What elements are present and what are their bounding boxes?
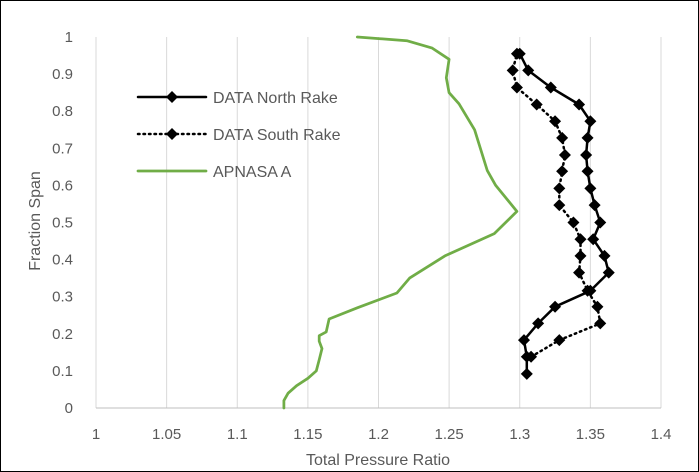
x-tick-label: 1 xyxy=(92,426,100,443)
data-point xyxy=(602,266,615,279)
series-group xyxy=(282,35,615,410)
legend-entry-1: DATA North Rake xyxy=(136,90,338,107)
y-tick-label: 0.1 xyxy=(52,363,73,380)
data-point xyxy=(598,249,611,262)
legend: DATA North Rake DATA South Rake APNASA A xyxy=(136,90,341,181)
data-point xyxy=(594,317,607,330)
data-point xyxy=(574,249,587,262)
x-tick-label: 1.05 xyxy=(152,426,181,443)
data-point xyxy=(558,148,571,161)
y-axis-title: Fraction Span xyxy=(27,171,44,271)
y-tick-label: 0.9 xyxy=(52,66,73,83)
series-3 xyxy=(282,35,519,410)
y-tick-label: 0.2 xyxy=(52,326,73,343)
data-point xyxy=(556,131,569,144)
y-tick-label: 0.7 xyxy=(52,140,73,157)
gridlines xyxy=(95,37,662,408)
data-point xyxy=(549,300,562,313)
data-point xyxy=(549,115,562,128)
data-point xyxy=(594,216,607,229)
data-point xyxy=(553,199,566,212)
series-line xyxy=(282,35,519,410)
legend-label: DATA North Rake xyxy=(213,90,338,107)
x-tick-label: 1.15 xyxy=(293,426,322,443)
axes: 1 1.05 1.1 1.15 1.2 1.25 1.3 1.35 1.4 0 0.1 0.2 0.3 0… xyxy=(52,29,671,443)
x-tick-label: 1.3 xyxy=(509,426,530,443)
data-point xyxy=(520,367,533,380)
data-point xyxy=(584,115,597,128)
data-point xyxy=(573,98,586,111)
y-tick-label: 0.5 xyxy=(52,215,73,232)
legend-marker xyxy=(166,91,178,103)
legend-label: DATA South Rake xyxy=(213,127,341,144)
x-tick-label: 1.4 xyxy=(651,426,672,443)
y-tick-label: 0.4 xyxy=(52,252,73,269)
legend-entry-3: APNASA A xyxy=(136,164,292,181)
legend-marker xyxy=(166,128,178,140)
data-point xyxy=(525,350,538,363)
x-tick-label: 1.2 xyxy=(368,426,389,443)
x-axis-title: Total Pressure Ratio xyxy=(306,452,450,469)
data-point xyxy=(506,64,519,77)
data-point xyxy=(522,64,535,77)
y-tick-label: 0.6 xyxy=(52,177,73,194)
x-tick-label: 1.25 xyxy=(435,426,464,443)
y-tick-label: 0 xyxy=(65,400,73,417)
data-point xyxy=(553,334,566,347)
data-point xyxy=(510,47,523,60)
data-point xyxy=(588,199,601,212)
data-point xyxy=(567,216,580,229)
data-point xyxy=(573,266,586,279)
y-tick-label: 1 xyxy=(65,29,73,46)
data-point xyxy=(574,233,587,246)
data-point xyxy=(581,284,594,297)
data-point xyxy=(556,165,569,178)
y-tick-label: 0.3 xyxy=(52,289,73,306)
data-point xyxy=(580,148,593,161)
data-point xyxy=(581,131,594,144)
data-point xyxy=(553,182,566,195)
data-point xyxy=(544,81,557,94)
x-tick-label: 1.35 xyxy=(576,426,605,443)
data-point xyxy=(532,317,545,330)
data-point xyxy=(510,81,523,94)
legend-entry-2: DATA South Rake xyxy=(136,127,341,144)
data-point xyxy=(584,182,597,195)
data-point xyxy=(591,300,604,313)
y-tick-label: 0.8 xyxy=(52,103,73,120)
legend-label: APNASA A xyxy=(213,164,292,181)
data-point xyxy=(587,233,600,246)
x-tick-label: 1.1 xyxy=(227,426,248,443)
data-point xyxy=(530,98,543,111)
data-point xyxy=(517,334,530,347)
series-1 xyxy=(513,47,615,380)
series-2 xyxy=(506,47,607,363)
data-point xyxy=(581,165,594,178)
